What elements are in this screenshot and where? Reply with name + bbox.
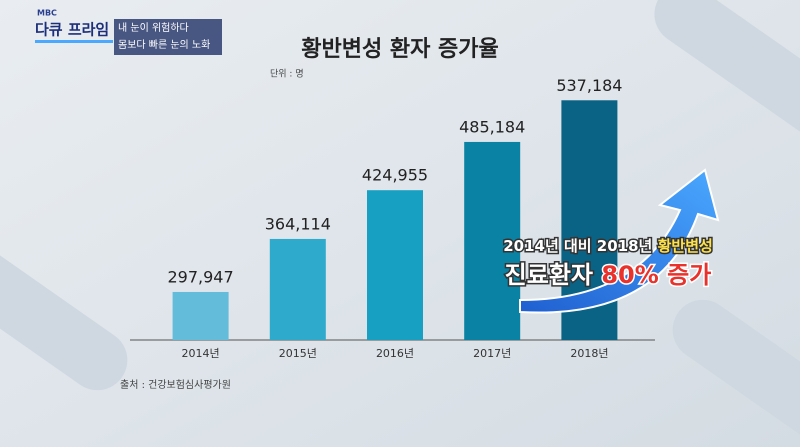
annotation-line1: 2014년 대비 2018년 황반변성 bbox=[503, 237, 713, 255]
episode-box bbox=[114, 19, 222, 55]
program-logo: MBC 다큐 프라임 내 눈이 위험하다 몸보다 빠른 눈의 노화 bbox=[35, 9, 222, 55]
x-tick-label: 2016년 bbox=[376, 347, 414, 360]
chart-title: 황반변성 환자 증가율 bbox=[301, 37, 498, 62]
value-label: 537,184 bbox=[556, 76, 622, 95]
annotation-highlight: 80% bbox=[601, 261, 658, 289]
annotation-text: 2014년 대비 2018년 bbox=[503, 237, 652, 255]
x-tick-label: 2018년 bbox=[570, 347, 608, 360]
broadcaster: MBC bbox=[37, 9, 57, 18]
bar bbox=[269, 238, 326, 340]
value-label: 424,955 bbox=[362, 166, 428, 185]
unit-note: 단위 : 명 bbox=[270, 69, 304, 80]
bar bbox=[367, 190, 423, 340]
deco bbox=[672, 299, 800, 441]
deco bbox=[0, 249, 128, 391]
x-tick-label: 2015년 bbox=[279, 347, 317, 360]
bar bbox=[172, 291, 229, 340]
bar bbox=[464, 141, 521, 340]
annotation-text: 진료환자 bbox=[505, 261, 593, 289]
value-label: 485,184 bbox=[459, 117, 525, 136]
x-tick-label: 2017년 bbox=[473, 347, 511, 360]
episode-line: 내 눈이 위험하다 bbox=[118, 21, 189, 34]
episode-line: 몸보다 빠른 눈의 노화 bbox=[118, 39, 210, 51]
value-label: 297,947 bbox=[168, 267, 234, 286]
logo-bar bbox=[35, 40, 113, 43]
x-tick-label: 2014년 bbox=[182, 347, 220, 360]
value-label: 364,114 bbox=[265, 214, 331, 233]
annotation-line2: 진료환자 80% 증가 bbox=[505, 261, 712, 289]
growth-arrow bbox=[519, 168, 720, 314]
annotation-text: 증가 bbox=[667, 261, 711, 289]
source: 출처 : 건강보험심사평가원 bbox=[120, 379, 231, 391]
program-name: 다큐 프라임 bbox=[35, 21, 109, 39]
deco bbox=[654, 0, 800, 136]
annotation-highlight: 황반변성 bbox=[658, 237, 713, 255]
